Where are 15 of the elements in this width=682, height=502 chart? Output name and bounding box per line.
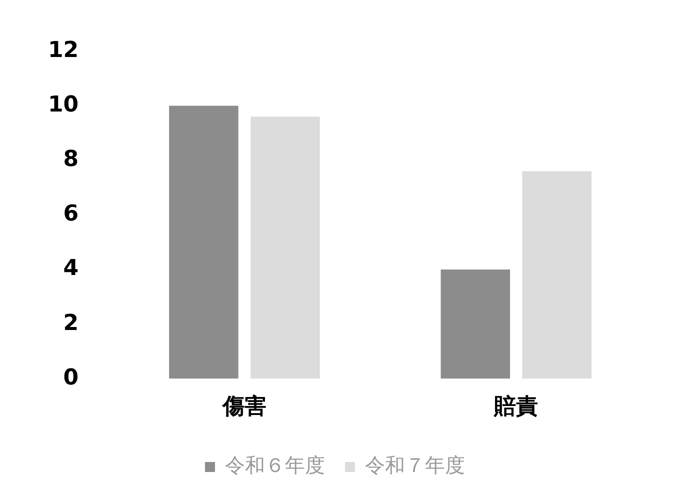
- y-tick-label: 0: [63, 365, 79, 390]
- bar: [522, 171, 592, 379]
- legend-label: 令和６年度: [225, 453, 325, 478]
- legend-label: 令和７年度: [365, 453, 465, 478]
- y-tick-label: 12: [48, 38, 79, 63]
- x-tick-label: 賠責: [493, 394, 538, 420]
- bar: [250, 116, 320, 379]
- y-tick-label: 10: [48, 92, 79, 118]
- bar: [169, 106, 238, 379]
- y-tick-label: 8: [63, 147, 79, 172]
- bar: [440, 269, 510, 379]
- y-tick-label: 4: [63, 256, 79, 282]
- x-tick-label: 傷害: [221, 394, 266, 420]
- y-tick-label: 6: [63, 202, 79, 227]
- y-tick-label: 2: [63, 310, 79, 336]
